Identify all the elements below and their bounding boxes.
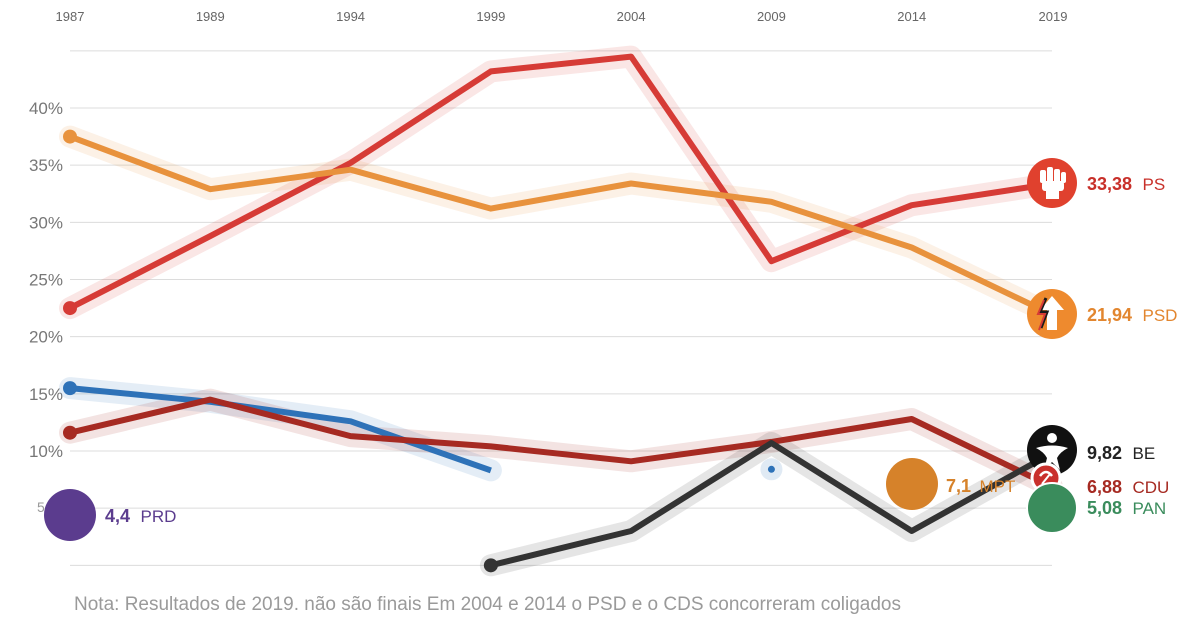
psd-line xyxy=(68,133,1054,318)
x-axis: 1987 1989 1994 1999 2004 2009 2014 2019 xyxy=(56,9,1068,24)
prd-line xyxy=(69,385,492,474)
y-tick-label: 10% xyxy=(29,442,63,461)
cdu-start-point xyxy=(63,425,77,440)
y-tick-label: 25% xyxy=(29,271,63,290)
prd-badge xyxy=(44,489,96,541)
series-points xyxy=(63,129,1056,573)
x-tick-label: 1994 xyxy=(336,9,365,24)
ps-line xyxy=(68,53,1053,311)
cdu-label-name: CDU xyxy=(1133,478,1170,497)
cdu-label-value: 6,88 xyxy=(1087,477,1122,497)
prd-halo xyxy=(59,377,502,482)
be-label-name: BE xyxy=(1133,444,1156,463)
y-tick-label: 40% xyxy=(29,99,63,118)
ps-label-name: PS xyxy=(1143,175,1166,194)
prd-label-value: 4,4 xyxy=(105,506,130,526)
x-tick-label: 1989 xyxy=(196,9,225,24)
pan-label: 5,08 PAN xyxy=(1087,498,1166,518)
psd-start-point xyxy=(63,129,77,144)
cdu-label: 6,88 CDU xyxy=(1087,477,1169,497)
mpt-label: 7,1 MPT xyxy=(946,476,1015,496)
y-axis: 10% 15% 20% 25% 30% 35% 40% xyxy=(29,99,63,461)
prd-label: 4,4 PRD xyxy=(105,506,176,526)
x-tick-label: 1999 xyxy=(476,9,505,24)
cdu-line xyxy=(69,396,1054,490)
be-label-value: 9,82 xyxy=(1087,443,1122,463)
be-start-point xyxy=(483,558,498,573)
x-tick-label: 2014 xyxy=(897,9,926,24)
y-tick-label: 35% xyxy=(29,156,63,175)
series-lines xyxy=(68,53,1054,569)
fist-icon xyxy=(1040,167,1066,199)
y-tick-label: 20% xyxy=(29,328,63,347)
prd-label-name: PRD xyxy=(140,507,176,526)
y-tick-label: 30% xyxy=(29,213,63,232)
annotation-fragment: 5 xyxy=(37,499,45,515)
x-tick-label: 2019 xyxy=(1039,9,1068,24)
pan-badge xyxy=(1026,482,1078,534)
mpt-label-name: MPT xyxy=(979,477,1015,496)
ps-start-point xyxy=(63,301,77,316)
pan-label-name: PAN xyxy=(1133,499,1167,518)
hammer-sickle-icon xyxy=(1039,470,1053,485)
chart-note: Nota: Resultados de 2019. não são finais… xyxy=(74,594,901,615)
arrow-icon xyxy=(1036,296,1064,331)
ps-label: 33,38 PS xyxy=(1087,174,1165,194)
x-tick-label: 1987 xyxy=(56,9,85,24)
ps-label-value: 33,38 xyxy=(1087,174,1132,194)
badge-be xyxy=(1027,425,1077,475)
psd-label-value: 21,94 xyxy=(1087,305,1132,325)
mpt-label-value: 7,1 xyxy=(946,476,971,496)
badge-ps xyxy=(1027,158,1077,208)
psd-label: 21,94 PSD xyxy=(1087,305,1177,325)
mpt-badge xyxy=(886,458,938,510)
badge-psd xyxy=(1027,289,1077,339)
prd-start-point xyxy=(63,381,77,396)
be-label: 9,82 BE xyxy=(1087,443,1155,463)
y-tick-label: 15% xyxy=(29,385,63,404)
person-icon xyxy=(1036,433,1068,470)
x-tick-label: 2009 xyxy=(757,9,786,24)
mpt-point xyxy=(767,465,775,473)
pan-label-value: 5,08 xyxy=(1087,498,1122,518)
x-tick-label: 2004 xyxy=(617,9,646,24)
be-line xyxy=(490,440,1054,569)
psd-label-name: PSD xyxy=(1143,306,1178,325)
